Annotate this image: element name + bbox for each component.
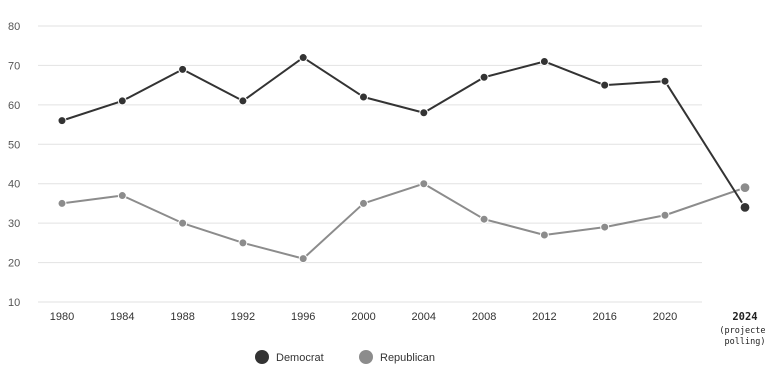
x-tick-label: 1992: [231, 311, 255, 323]
x-tick-label: 1984: [110, 311, 134, 323]
data-point-republican: [479, 214, 489, 224]
legend-swatch-republican: [359, 350, 373, 364]
data-point-democrat: [660, 76, 670, 86]
data-point-republican: [117, 191, 127, 201]
y-tick-label: 80: [8, 21, 20, 33]
x-tick-label: 2004: [412, 311, 436, 323]
data-point-democrat: [178, 64, 188, 74]
x-axis: 1980 1984 1988 1992 1996 2000 2004 2008 2012 2016…: [50, 311, 766, 347]
series-group: [57, 53, 751, 264]
y-tick-label: 50: [8, 139, 20, 151]
x-tick-label: 1996: [291, 311, 315, 323]
data-point-republican: [57, 198, 67, 208]
x-tick-label: 1988: [170, 311, 194, 323]
data-point-democrat: [359, 92, 368, 102]
data-point-democrat: [479, 72, 489, 82]
series-line-democrat: [61, 56, 746, 208]
x-tick-note: polling): [725, 337, 766, 347]
data-point-democrat: [117, 96, 127, 106]
data-point-democrat: [57, 116, 67, 126]
x-tick-label: 2016: [592, 311, 616, 323]
data-point-republican: [739, 182, 751, 194]
data-point-democrat: [600, 80, 610, 90]
legend-label-democrat: Democrat: [276, 352, 324, 364]
legend-swatch-democrat: [255, 350, 269, 364]
x-tick-label-projected: 2024: [732, 311, 757, 323]
data-point-democrat: [298, 53, 308, 63]
x-tick-label: 2000: [351, 311, 375, 323]
data-point-democrat: [419, 108, 429, 118]
x-tick-label: 2008: [472, 311, 496, 323]
data-point-democrat: [238, 96, 248, 106]
legend-label-republican: Republican: [380, 352, 435, 364]
grid-lines: [38, 25, 702, 303]
data-point-republican: [660, 210, 670, 220]
x-tick-label: 2012: [532, 311, 556, 323]
y-tick-label: 20: [8, 258, 20, 270]
series-line-republican: [61, 182, 746, 260]
data-point-republican: [298, 254, 308, 264]
y-tick-label: 60: [8, 100, 20, 112]
x-tick-label: 2020: [653, 311, 677, 323]
data-point-republican: [178, 218, 188, 228]
legend: Democrat Republican: [255, 350, 435, 364]
y-tick-label: 30: [8, 218, 20, 230]
y-tick-label: 40: [8, 179, 20, 191]
y-axis: 10 20 30 40 50 60 70 80: [8, 21, 20, 309]
y-tick-label: 10: [8, 297, 20, 309]
data-point-republican: [419, 179, 429, 189]
data-point-republican: [238, 238, 248, 248]
data-point-democrat: [739, 201, 751, 213]
data-point-democrat: [539, 56, 549, 66]
data-point-republican: [600, 222, 610, 232]
data-point-republican: [539, 230, 549, 240]
y-tick-label: 70: [8, 60, 20, 72]
data-point-republican: [359, 198, 368, 208]
x-tick-note: (projected: [719, 326, 766, 336]
x-tick-label: 1980: [50, 311, 74, 323]
